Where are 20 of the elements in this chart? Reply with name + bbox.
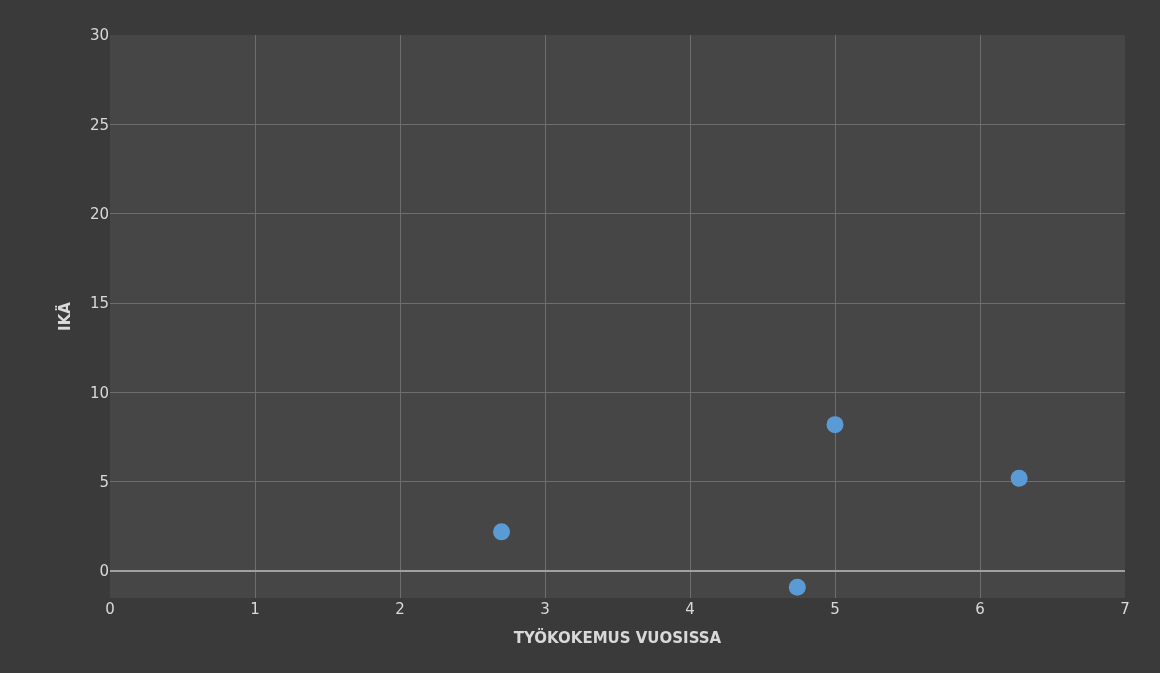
x-tick-label: 2	[395, 600, 405, 618]
y-tick-label: 5	[99, 473, 109, 492]
point	[788, 578, 806, 596]
y-tick-label: 10	[89, 383, 109, 402]
point	[826, 416, 844, 434]
x-tick-label: 7	[1120, 600, 1130, 618]
x-tick-label: 4	[685, 600, 695, 618]
point	[493, 523, 510, 541]
x-tick-label: 5	[830, 600, 840, 618]
y-tick-label: 25	[89, 115, 109, 134]
x-axis-title: TYÖKOKEMUS VUOSISSA	[513, 628, 722, 647]
x-tick-label: 3	[540, 600, 550, 618]
x-tick-label: 1	[250, 600, 260, 618]
point	[1010, 469, 1028, 487]
y-tick-label: 20	[89, 204, 109, 223]
y-tick-label: 0	[99, 562, 109, 581]
x-tick-label: 6	[975, 600, 985, 618]
y-axis-title: IKÄ	[55, 301, 75, 331]
y-tick-label: 15	[89, 294, 109, 313]
y-tick-label: 30	[89, 26, 109, 45]
